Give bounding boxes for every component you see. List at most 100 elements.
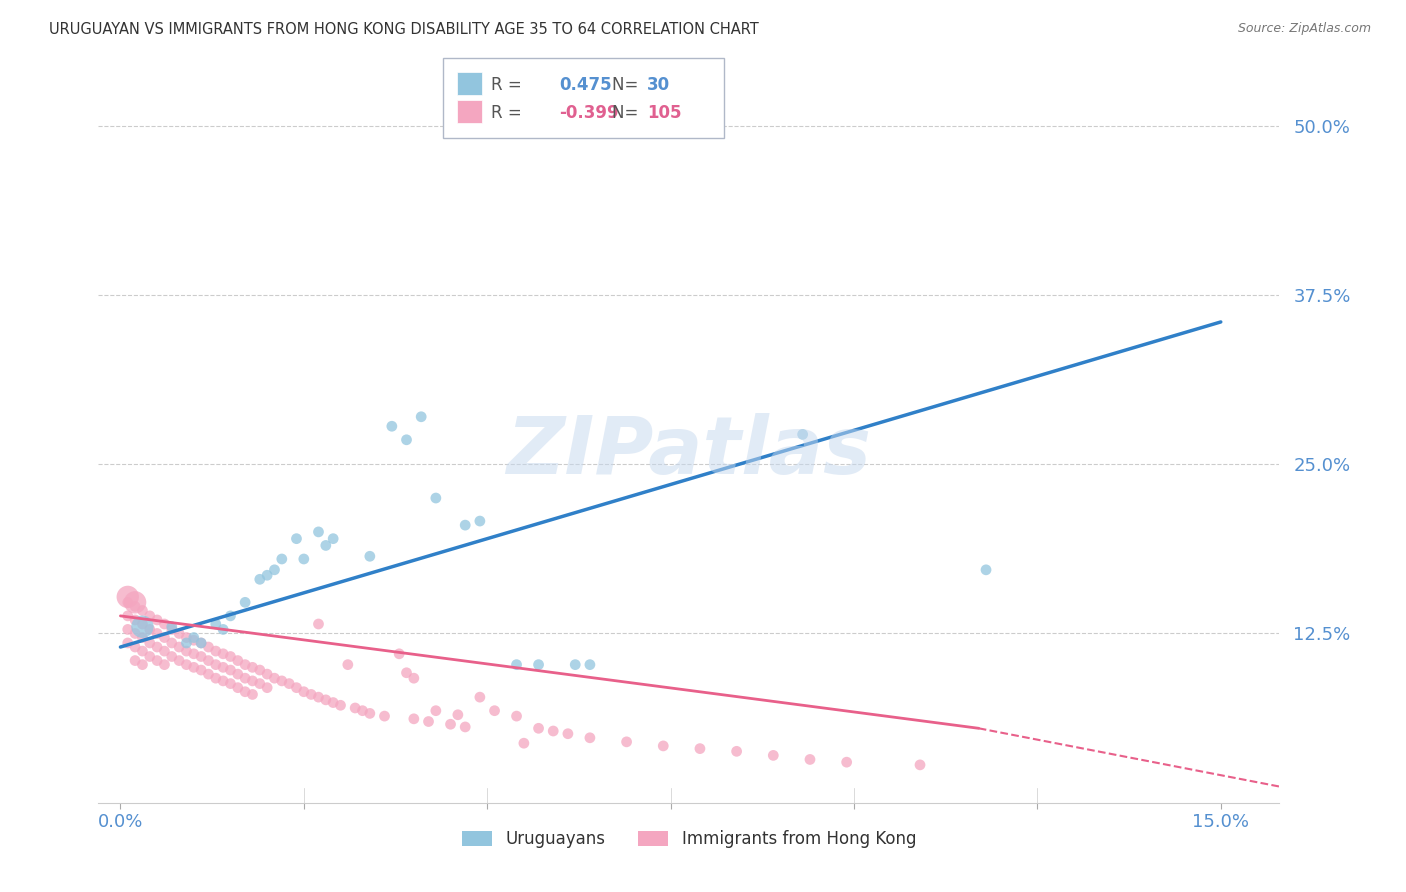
Point (190, 636, 212, 650)
Point (418, 714, 440, 729)
Point (183, 660, 205, 674)
Point (233, 657, 256, 672)
Point (285, 681, 308, 695)
Point (117, 636, 139, 650)
Point (484, 704, 506, 718)
Point (131, 620, 153, 634)
Point (190, 649, 212, 664)
Point (395, 433, 418, 447)
Point (139, 608, 162, 623)
Point (160, 636, 183, 650)
Point (160, 623, 183, 637)
Text: -0.399: -0.399 (560, 104, 619, 122)
Point (344, 701, 367, 715)
Point (153, 644, 176, 658)
Point (226, 654, 249, 668)
Point (219, 649, 242, 664)
Point (270, 552, 292, 566)
Point (233, 671, 256, 685)
Point (256, 568, 278, 582)
Point (249, 663, 271, 677)
Point (176, 636, 198, 650)
Point (308, 617, 330, 632)
Point (425, 491, 447, 505)
Point (256, 681, 278, 695)
Point (183, 647, 205, 661)
Point (447, 707, 470, 722)
Point (835, 755, 858, 769)
Point (527, 721, 550, 735)
Text: 105: 105 (647, 104, 682, 122)
Point (219, 663, 242, 677)
Point (395, 665, 418, 680)
Point (204, 671, 226, 685)
Point (468, 690, 491, 705)
Point (557, 727, 579, 741)
Point (131, 631, 153, 645)
Point (579, 657, 602, 672)
Point (425, 704, 447, 718)
Point (167, 626, 190, 640)
Point (315, 693, 337, 707)
Point (124, 613, 146, 627)
Point (513, 736, 536, 750)
Point (183, 631, 205, 645)
Point (908, 757, 931, 772)
Point (652, 739, 675, 753)
Point (131, 657, 153, 672)
Point (505, 657, 527, 672)
Point (799, 752, 821, 766)
Point (762, 748, 785, 763)
Point (373, 709, 395, 723)
Text: 0.475: 0.475 (560, 76, 612, 94)
Point (153, 657, 176, 672)
Point (153, 617, 176, 632)
Point (146, 640, 169, 654)
Point (270, 673, 292, 688)
Point (183, 633, 205, 648)
Point (308, 524, 330, 539)
Point (117, 595, 139, 609)
Point (131, 617, 153, 632)
Point (792, 427, 814, 442)
Point (616, 735, 638, 749)
Point (204, 644, 226, 658)
Text: URUGUAYAN VS IMMIGRANTS FROM HONG KONG DISABILITY AGE 35 TO 64 CORRELATION CHART: URUGUAYAN VS IMMIGRANTS FROM HONG KONG D… (49, 22, 759, 37)
Point (124, 640, 146, 654)
Point (315, 538, 337, 552)
Point (124, 599, 146, 614)
Point (226, 681, 249, 695)
Point (402, 712, 425, 726)
Text: N=: N= (612, 76, 643, 94)
Text: R =: R = (491, 76, 527, 94)
Point (167, 654, 190, 668)
Text: N=: N= (612, 104, 643, 122)
Point (336, 657, 359, 672)
Point (212, 660, 235, 674)
Point (454, 518, 477, 533)
Point (242, 688, 264, 702)
Point (124, 626, 146, 640)
Point (233, 595, 256, 609)
Point (153, 631, 176, 645)
Point (160, 649, 183, 664)
Point (131, 644, 153, 658)
Point (249, 572, 271, 586)
Point (124, 595, 146, 609)
Point (197, 640, 219, 654)
Point (292, 552, 315, 566)
Point (454, 720, 477, 734)
Point (146, 613, 169, 627)
Point (197, 654, 219, 668)
Point (292, 684, 315, 698)
Text: ZIPatlas: ZIPatlas (506, 413, 872, 491)
Point (139, 623, 162, 637)
Point (439, 717, 461, 731)
Point (212, 623, 235, 637)
Text: Source: ZipAtlas.com: Source: ZipAtlas.com (1237, 22, 1371, 36)
Point (219, 608, 242, 623)
Point (278, 676, 301, 690)
Point (322, 532, 344, 546)
Point (219, 676, 242, 690)
Point (564, 657, 586, 672)
